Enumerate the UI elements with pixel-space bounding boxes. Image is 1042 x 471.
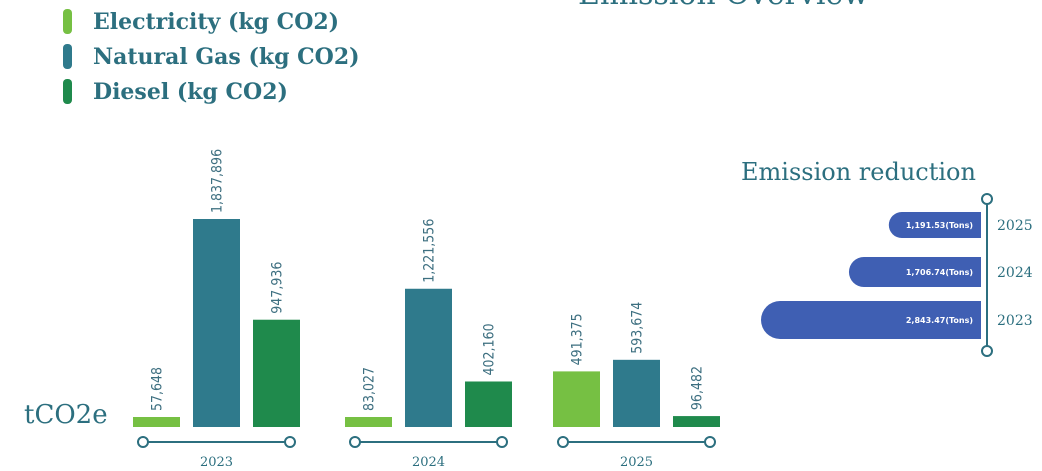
reduction-bar-2025 xyxy=(888,212,981,238)
data-label-2024-0: 83,027 xyxy=(362,367,378,411)
reduction-title: Emission reduction xyxy=(741,158,976,186)
reduction-year-2024: 2024 xyxy=(997,265,1033,281)
page-title: Emission Overview xyxy=(578,0,869,12)
axis-node-right-2025 xyxy=(704,436,716,448)
bar-2023-diesel xyxy=(253,319,300,427)
axis-node-left-2025 xyxy=(557,436,569,448)
legend-swatch-diesel xyxy=(63,79,72,104)
axis-node-right-2023 xyxy=(284,436,296,448)
x-tick-label-2023: 2023 xyxy=(200,455,233,470)
legend-swatch-natural-gas xyxy=(63,44,72,69)
bar-group-2023: 57,648 1,837,896 947,936 2023 xyxy=(133,149,300,470)
reduction-bar-2023 xyxy=(761,301,981,339)
legend-item-electricity: Electricity (kg CO2) xyxy=(63,9,339,35)
bar-2024-electricity xyxy=(345,417,392,427)
reduction-value-2023: 2,843.47(Tons) xyxy=(906,316,973,325)
reduction-chart: 1,191.53(Tons) 2025 1,706.74(Tons) 2024 2,84… xyxy=(761,193,1033,357)
data-label-2024-1: 1,221,556 xyxy=(422,219,438,283)
legend-item-diesel: Diesel (kg CO2) xyxy=(63,79,288,105)
bar-2024-natural xyxy=(405,288,452,427)
data-label-2025-2: 96,482 xyxy=(690,366,706,410)
legend: Electricity (kg CO2) Natural Gas (kg CO2… xyxy=(63,9,360,105)
bar-group-2024: 83,027 1,221,556 402,160 2024 xyxy=(345,219,512,470)
legend-label-natural-gas: Natural Gas (kg CO2) xyxy=(93,44,360,70)
data-label-2023-1: 1,837,896 xyxy=(210,149,226,213)
y-unit-label: tCO2e xyxy=(24,400,108,430)
x-tick-label-2025: 2025 xyxy=(620,455,653,470)
legend-swatch-electricity xyxy=(63,9,72,34)
reduction-year-2025: 2025 xyxy=(997,218,1033,234)
bar-2023-electricity xyxy=(133,417,180,427)
bar-2025-natural xyxy=(613,359,660,427)
reduction-value-2025: 1,191.53(Tons) xyxy=(906,221,973,230)
reduction-bar-2024 xyxy=(848,257,981,287)
data-label-2025-0: 491,375 xyxy=(570,313,586,365)
data-label-2023-0: 57,648 xyxy=(150,367,166,411)
bar-2025-diesel xyxy=(673,416,720,427)
bar-group-2025: 491,375 593,674 96,482 2025 xyxy=(553,302,720,470)
axis-node-right-2024 xyxy=(496,436,508,448)
legend-label-electricity: Electricity (kg CO2) xyxy=(93,9,339,35)
data-label-2024-2: 402,160 xyxy=(482,323,498,375)
bar-2025-electricity xyxy=(553,371,600,427)
data-label-2023-2: 947,936 xyxy=(270,262,286,314)
reduction-year-2023: 2023 xyxy=(997,313,1033,329)
bar-2023-natural xyxy=(193,219,240,427)
axis-node-left-2024 xyxy=(349,436,361,448)
legend-label-diesel: Diesel (kg CO2) xyxy=(93,79,288,105)
data-label-2025-1: 593,674 xyxy=(630,302,646,354)
bar-2024-diesel xyxy=(465,381,512,427)
axis-node-left-2023 xyxy=(137,436,149,448)
bar-groups: 57,648 1,837,896 947,936 2023 83,027 1,221,55… xyxy=(133,149,720,470)
reduction-axis-bottom-node xyxy=(981,345,993,357)
x-tick-label-2024: 2024 xyxy=(412,455,445,470)
reduction-value-2024: 1,706.74(Tons) xyxy=(906,268,973,277)
reduction-axis-top-node xyxy=(981,193,993,205)
legend-item-natural-gas: Natural Gas (kg CO2) xyxy=(63,44,360,70)
